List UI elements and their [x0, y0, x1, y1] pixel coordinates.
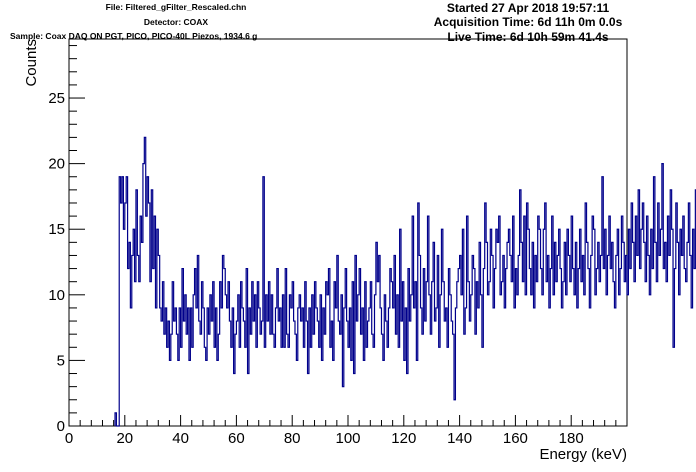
header-started: Started 27 Apr 2018 19:57:11: [446, 1, 610, 15]
header-file: File: Filtered_gFilter_Rescaled.chn: [105, 2, 247, 12]
header-live-time: Live Time: 6d 10h 59m 41.4s: [447, 30, 609, 44]
x-tick-label: 20: [116, 430, 133, 447]
y-axis-label: Counts: [23, 39, 40, 87]
header-acquisition-time: Acquisition Time: 6d 11h 0m 0.0s: [433, 15, 623, 29]
x-tick-label: 100: [335, 430, 360, 447]
y-tick-label: 0: [57, 418, 65, 435]
y-axis-ticks: 0 5 10 15 20 25: [48, 90, 85, 435]
x-tick-label: 40: [172, 430, 189, 447]
x-tick-label: 120: [391, 430, 416, 447]
header-detector: Detector: COAX: [143, 17, 209, 27]
y-tick-label: 20: [48, 156, 65, 173]
x-tick-label: 160: [503, 430, 528, 447]
y-tick-label: 10: [48, 287, 65, 304]
x-tick-label: 180: [559, 430, 584, 447]
x-tick-label: 80: [284, 430, 301, 447]
header-sample: Sample: Coax DAQ ON PGT, PICO, PICO-40L …: [10, 31, 258, 41]
x-tick-label: 140: [447, 430, 472, 447]
x-axis-label: Energy (keV): [539, 446, 627, 463]
y-tick-label: 5: [57, 352, 65, 369]
y-tick-label: 25: [48, 90, 65, 107]
axis-minor-ticks: [69, 45, 617, 426]
x-axis-ticks: 0 20 40 60 80 100 120 140 160 180: [65, 415, 584, 447]
x-tick-label: 0: [65, 430, 73, 447]
histogram-series: [114, 136, 696, 427]
y-tick-label: 15: [48, 221, 65, 238]
x-tick-label: 60: [228, 430, 245, 447]
